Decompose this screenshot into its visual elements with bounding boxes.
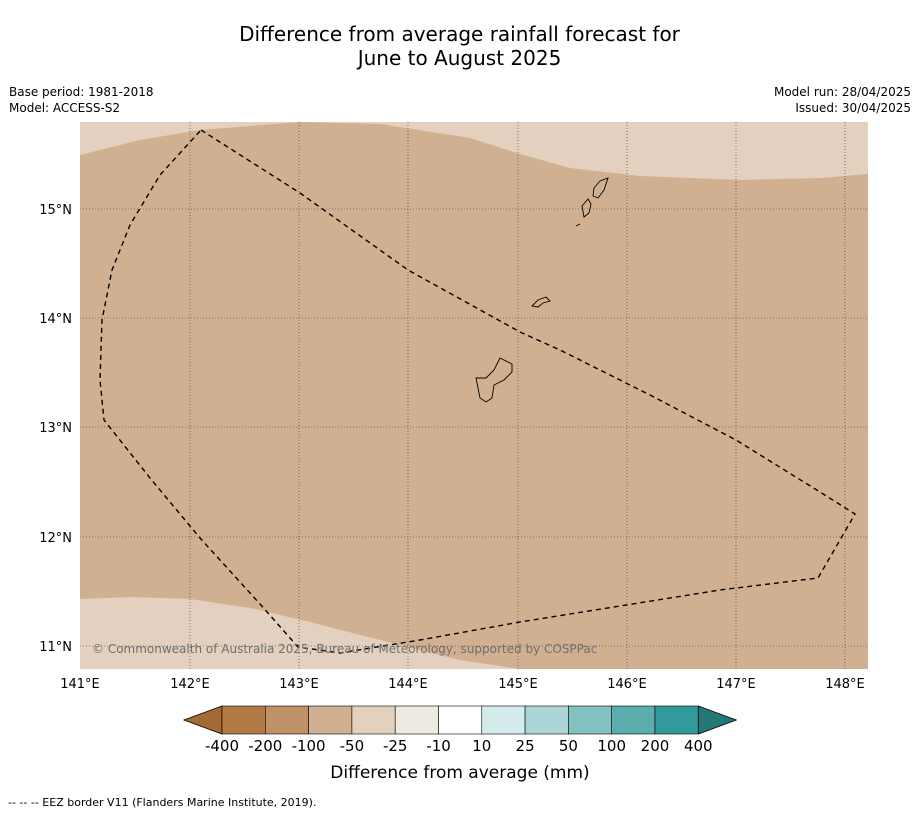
lon-tick: 146°E <box>607 677 647 692</box>
eez-footnote: -- -- -- EEZ border V11 (Flanders Marine… <box>8 796 317 809</box>
lat-tick: 15°N <box>39 203 72 218</box>
map-area: © Commonwealth of Australia 2025, Bureau… <box>80 122 868 669</box>
colorbar-label: -25 <box>383 737 408 755</box>
colorbar-labels: -400 -200 -100 -50 -25 -10 10 25 50 100 200 400 <box>205 737 713 755</box>
colorbar-swatch <box>394 705 439 735</box>
colorbar-label: -400 <box>205 737 239 755</box>
colorbar-swatch <box>221 705 266 735</box>
guam-island <box>475 357 513 403</box>
title-line-2: June to August 2025 <box>357 46 562 70</box>
colorbar-swatch <box>611 705 656 735</box>
base-period: Base period: 1981-2018 <box>9 85 154 99</box>
colorbar-label: 100 <box>597 737 626 755</box>
colorbar-swatch <box>351 705 396 735</box>
colorbar-label: 25 <box>516 737 535 755</box>
model-name: Model: ACCESS-S2 <box>9 101 121 115</box>
aguijan-island <box>575 223 581 227</box>
colorbar-extend-low <box>182 705 223 735</box>
meta-right: Model run: 28/04/2025 Issued: 30/04/2025 <box>774 84 911 116</box>
colorbar-label: 50 <box>559 737 578 755</box>
colorbar-label: -50 <box>340 737 365 755</box>
lat-tick: 12°N <box>39 531 72 546</box>
saipan-island <box>592 177 609 199</box>
lat-tick: 11°N <box>39 640 72 655</box>
graticule <box>80 122 868 669</box>
lon-tick: 141°E <box>60 677 100 692</box>
lat-axis: 15°N 14°N 13°N 12°N 11°N <box>39 203 72 655</box>
colorbar-swatch <box>524 705 569 735</box>
colorbar-label: 200 <box>641 737 670 755</box>
colorbar-title: Difference from average (mm) <box>330 763 589 783</box>
meta-left: Base period: 1981-2018 Model: ACCESS-S2 <box>9 84 154 116</box>
lat-tick: 14°N <box>39 312 72 327</box>
lon-tick: 142°E <box>170 677 210 692</box>
map-background <box>80 122 868 669</box>
colorbar-swatch <box>654 705 699 735</box>
colorbar-label: 400 <box>684 737 713 755</box>
colorbar-swatch <box>264 705 309 735</box>
lon-tick: 144°E <box>388 677 428 692</box>
lon-tick: 148°E <box>825 677 865 692</box>
colorbar-swatch <box>438 705 483 735</box>
lon-tick: 147°E <box>716 677 756 692</box>
colorbar-label: 10 <box>472 737 491 755</box>
model-run: Model run: 28/04/2025 <box>773 85 911 99</box>
colorbar <box>182 705 738 735</box>
colorbar-swatch <box>481 705 526 735</box>
lon-axis: 141°E 142°E 143°E 144°E 145°E 146°E 147°… <box>60 677 865 692</box>
colorbar-extend-high <box>697 705 738 735</box>
colorbar-label: -100 <box>292 737 326 755</box>
colorbar-label: -10 <box>426 737 451 755</box>
colorbar-swatch <box>568 705 613 735</box>
tinian-island <box>581 198 592 218</box>
rota-island <box>531 296 551 308</box>
title-line-1: Difference from average rainfall forecas… <box>239 22 680 46</box>
lon-tick: 143°E <box>279 677 319 692</box>
colorbar-label: -200 <box>248 737 282 755</box>
map-title: Difference from average rainfall forecas… <box>0 22 919 70</box>
eez-border <box>99 129 856 654</box>
lon-tick: 145°E <box>498 677 538 692</box>
lat-tick: 13°N <box>39 421 72 436</box>
copyright-text: © Commonwealth of Australia 2025, Bureau… <box>92 642 597 656</box>
issued-date: Issued: 30/04/2025 <box>795 101 911 115</box>
light-region-top <box>80 122 868 180</box>
colorbar-swatch <box>308 705 353 735</box>
